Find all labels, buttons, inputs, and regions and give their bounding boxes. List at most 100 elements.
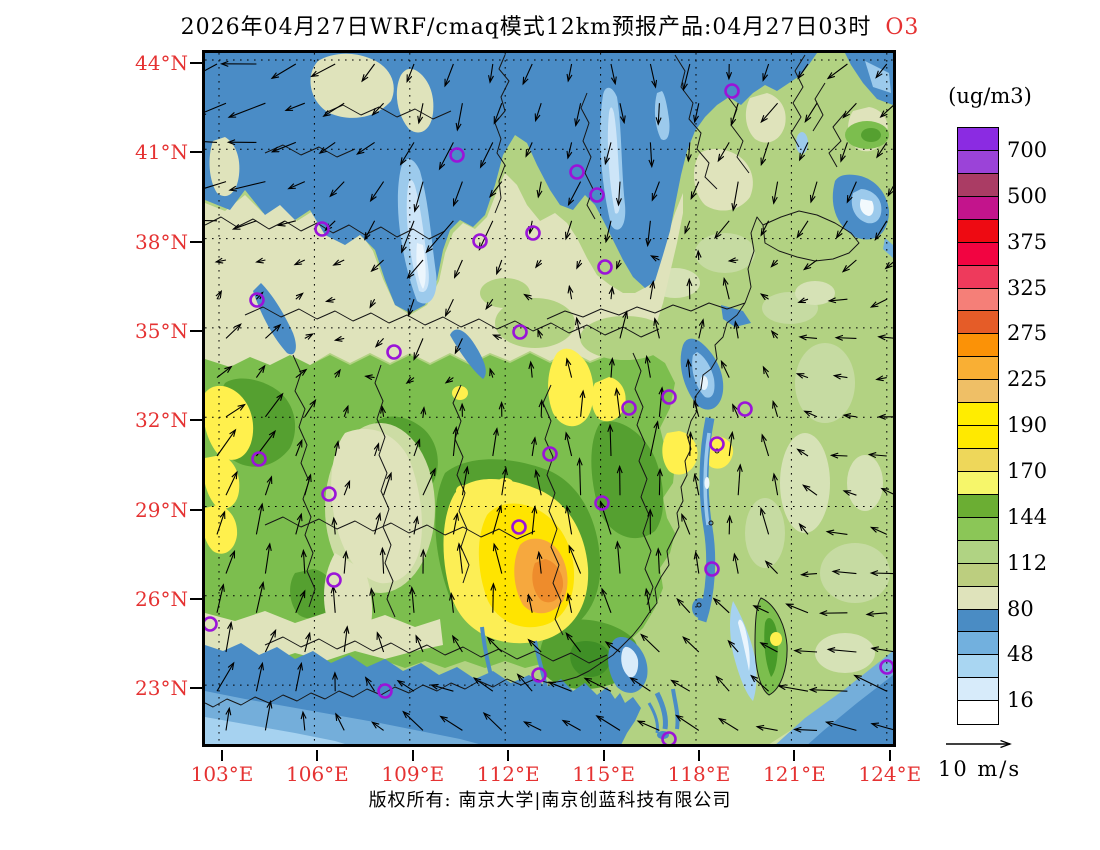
- title-species-o3: O3: [885, 15, 920, 40]
- lat-tick-mark: [190, 597, 203, 600]
- lat-tick-mark: [190, 62, 203, 64]
- station-marker: [597, 259, 613, 275]
- lat-tick-mark: [190, 240, 203, 243]
- colorbar-level-label: 16: [1007, 688, 1034, 713]
- lon-tick-mark: [507, 750, 510, 761]
- colorbar-segment: [957, 448, 999, 473]
- station-marker: [709, 436, 725, 452]
- lon-tick-label: 103°E: [190, 762, 254, 786]
- colorbar-level-label: 500: [1007, 183, 1048, 208]
- colorbar-level-label: 144: [1007, 504, 1048, 529]
- lat-tick-label: 26°N: [135, 586, 188, 611]
- colorbar-segment: [957, 379, 999, 404]
- colorbar-segment: [957, 195, 999, 221]
- colorbar-level-label: 80: [1007, 596, 1034, 621]
- lon-tick-mark: [602, 750, 605, 761]
- colorbar-segment: [957, 493, 999, 519]
- colorbar-unit-label: (ug/m3): [948, 84, 1032, 108]
- colorbar-segment: [957, 608, 999, 633]
- wind-scale-legend: 10 m/s: [938, 735, 1048, 781]
- station-marker: [472, 233, 488, 249]
- colorbar-segment: [957, 172, 999, 198]
- colorbar-segment: [957, 218, 999, 244]
- colorbar-level-label: 48: [1007, 642, 1034, 667]
- lat-tick-mark: [190, 329, 203, 332]
- station-marker: [377, 683, 393, 699]
- colorbar-segment: [957, 700, 999, 725]
- station-marker: [594, 495, 610, 511]
- lat-tick-label: 44°N: [135, 51, 188, 75]
- colorbar-segment: [957, 310, 999, 335]
- station-marker: [249, 292, 265, 308]
- lon-tick-label: 118°E: [667, 762, 731, 786]
- station-marker: [542, 446, 558, 462]
- lon-tick-mark: [793, 750, 796, 761]
- colorbar-segment: [957, 631, 999, 656]
- lat-tick-label: 23°N: [135, 676, 188, 701]
- station-marker: [569, 164, 585, 180]
- station-marker: [326, 572, 342, 588]
- colorbar-segment: [957, 539, 999, 565]
- lon-tick-label: 106°E: [286, 762, 349, 786]
- lon-tick-label: 115°E: [572, 762, 635, 786]
- lon-tick-label: 109°E: [381, 762, 445, 786]
- station-marker: [621, 400, 637, 416]
- wind-vector-arrows: [205, 64, 893, 731]
- station-marker: [386, 344, 402, 360]
- station-marker: [531, 667, 547, 683]
- station-marker: [879, 659, 893, 675]
- station-marker: [511, 519, 527, 535]
- forecast-map: [205, 53, 893, 744]
- colorbar-segment: [957, 654, 999, 679]
- lon-tick-mark: [888, 750, 891, 761]
- lat-tick-mark: [190, 151, 203, 154]
- colorbar-level-label: 375: [1007, 229, 1048, 254]
- colorbar-segment: [957, 677, 999, 702]
- lat-tick-mark: [190, 419, 203, 422]
- wind-scale-label: 10 m/s: [938, 757, 1022, 781]
- lon-tick-mark: [411, 750, 414, 761]
- colorbar-level-label: 325: [1007, 275, 1048, 300]
- lat-tick-label: 29°N: [135, 497, 188, 522]
- colorbar-segment: [957, 264, 999, 289]
- station-marker: [314, 221, 330, 237]
- page-title: 2026年04月27日WRF/cmaq模式12km预报产品:04月27日03时 O…: [0, 9, 1100, 41]
- lat-tick-label: 35°N: [135, 318, 188, 343]
- colorbar-segment: [957, 516, 999, 542]
- lat-tick-label: 38°N: [135, 229, 188, 254]
- lat-tick-label: 32°N: [135, 408, 188, 433]
- station-markers: [205, 83, 893, 744]
- colorbar-level-label: 170: [1007, 458, 1048, 483]
- station-marker: [321, 486, 337, 502]
- colorbar-segment: [957, 127, 999, 152]
- station-marker: [525, 225, 541, 241]
- lon-tick-label: 112°E: [476, 762, 540, 786]
- lon-tick-mark: [221, 750, 223, 761]
- colorbar-level-label: 190: [1007, 413, 1048, 438]
- lon-tick-label: 124°E: [858, 762, 922, 786]
- footer-copyright: 版权所有: 南京大学|南京创蓝科技有限公司: [368, 790, 732, 811]
- colorbar-segment: [957, 585, 999, 611]
- station-marker: [251, 451, 267, 467]
- colorbar-segment: [957, 333, 999, 358]
- lat-tick-mark: [190, 508, 203, 511]
- station-marker: [661, 731, 677, 744]
- colorbar-segment: [957, 149, 999, 175]
- colorbar-level-label: 225: [1007, 367, 1048, 392]
- station-marker: [589, 187, 605, 203]
- lon-tick-mark: [698, 750, 700, 761]
- colorbar-segment: [957, 425, 999, 450]
- title-text: 2026年04月27日WRF/cmaq模式12km预报产品:04月27日03时: [180, 15, 872, 40]
- colorbar-segment: [957, 287, 999, 312]
- station-marker: [512, 324, 528, 340]
- station-marker: [205, 616, 218, 632]
- colorbar-segment: [957, 241, 999, 267]
- map-frame: [202, 50, 896, 747]
- lon-tick-mark: [316, 750, 319, 761]
- station-marker: [661, 389, 677, 405]
- lon-tick-label: 121°E: [763, 762, 826, 786]
- colorbar-segment: [957, 470, 999, 496]
- colorbar-segment: [957, 562, 999, 588]
- colorbar-level-label: 275: [1007, 321, 1048, 346]
